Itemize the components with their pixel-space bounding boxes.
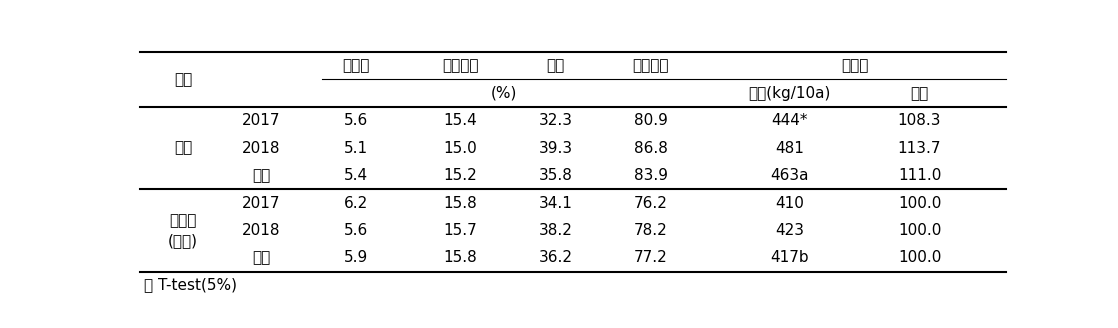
Text: 111.0: 111.0 — [898, 168, 941, 183]
Text: 100.0: 100.0 — [898, 223, 941, 238]
Text: 78.2: 78.2 — [634, 223, 667, 238]
Text: 평균: 평균 — [252, 251, 271, 265]
Text: 백도: 백도 — [547, 58, 565, 73]
Text: 113.7: 113.7 — [898, 141, 941, 155]
Text: 32.3: 32.3 — [539, 113, 572, 128]
Text: ＊ T-test(5%): ＊ T-test(5%) — [144, 277, 237, 292]
Text: 신동진
(대비): 신동진 (대비) — [168, 213, 198, 248]
Text: 108.3: 108.3 — [898, 113, 941, 128]
Text: 39.3: 39.3 — [539, 141, 572, 155]
Text: 481: 481 — [775, 141, 804, 155]
Text: 2018: 2018 — [241, 223, 281, 238]
Text: 34.1: 34.1 — [539, 195, 572, 211]
Text: 83.9: 83.9 — [634, 168, 667, 183]
Text: 15.8: 15.8 — [444, 195, 477, 211]
Text: 100.0: 100.0 — [898, 251, 941, 265]
Text: 5.1: 5.1 — [344, 141, 369, 155]
Text: 15.8: 15.8 — [444, 251, 477, 265]
Text: 2017: 2017 — [241, 195, 281, 211]
Text: 수광: 수광 — [174, 141, 192, 155]
Text: 444*: 444* — [771, 113, 808, 128]
Text: 86.8: 86.8 — [634, 141, 667, 155]
Text: 5.6: 5.6 — [344, 113, 369, 128]
Text: 5.9: 5.9 — [344, 251, 369, 265]
Text: 5.4: 5.4 — [344, 168, 369, 183]
Text: 완전미율: 완전미율 — [633, 58, 670, 73]
Text: 평균: 평균 — [252, 168, 271, 183]
Text: 80.9: 80.9 — [634, 113, 667, 128]
Text: 15.4: 15.4 — [444, 113, 477, 128]
Text: (%): (%) — [491, 86, 517, 101]
Text: 15.2: 15.2 — [444, 168, 477, 183]
Text: 수량(kg/10a): 수량(kg/10a) — [748, 86, 831, 101]
Text: 15.0: 15.0 — [444, 141, 477, 155]
Text: 구분: 구분 — [174, 72, 192, 87]
Text: 단백질: 단백질 — [343, 58, 370, 73]
Text: 77.2: 77.2 — [634, 251, 667, 265]
Text: 76.2: 76.2 — [634, 195, 667, 211]
Text: 417b: 417b — [770, 251, 809, 265]
Text: 38.2: 38.2 — [539, 223, 572, 238]
Text: 2018: 2018 — [241, 141, 281, 155]
Text: 2017: 2017 — [241, 113, 281, 128]
Text: 6.2: 6.2 — [344, 195, 369, 211]
Text: 지수: 지수 — [910, 86, 929, 101]
Text: 완전미: 완전미 — [841, 58, 869, 73]
Text: 36.2: 36.2 — [539, 251, 572, 265]
Text: 100.0: 100.0 — [898, 195, 941, 211]
Text: 463a: 463a — [770, 168, 808, 183]
Text: 5.6: 5.6 — [344, 223, 369, 238]
Text: 423: 423 — [775, 223, 804, 238]
Text: 15.7: 15.7 — [444, 223, 477, 238]
Text: 35.8: 35.8 — [539, 168, 572, 183]
Text: 410: 410 — [775, 195, 804, 211]
Text: 아밀로스: 아밀로스 — [442, 58, 479, 73]
